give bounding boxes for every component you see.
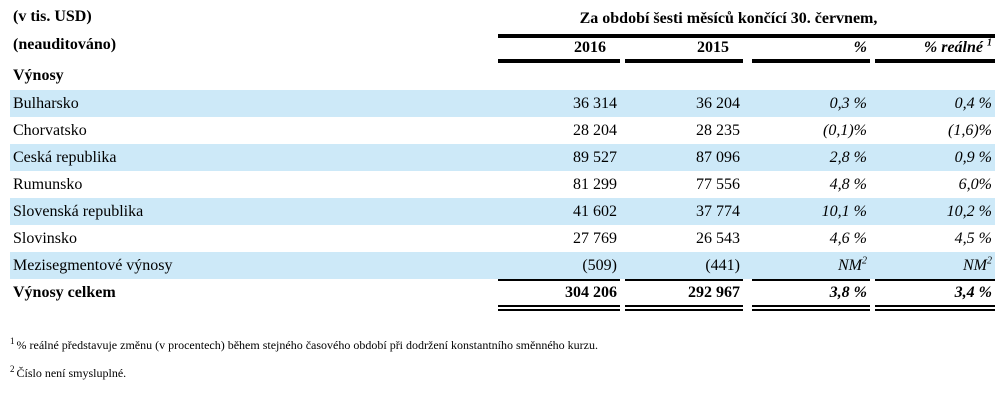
table-row: Rumunsko 81 299 77 556 4,8 % 6,0% xyxy=(10,171,995,198)
table-row: Slovinsko 27 769 26 543 4,6 % 4,5 % xyxy=(10,225,995,252)
row-pct-real-change-value: NM xyxy=(963,257,987,274)
row-pct-change-value: 4,8 % xyxy=(829,176,867,193)
row-value-2016: 41 602 xyxy=(573,203,617,220)
row-pct-real-change: 0,9 % xyxy=(875,144,995,171)
table-row: Ceská republika 89 527 87 096 2,8 % 0,9 … xyxy=(10,144,995,171)
row-value-2016: 27 769 xyxy=(573,230,617,247)
row-value-2016: 28 204 xyxy=(573,122,617,139)
footnote-1-text: % reálné představuje změnu (v procentech… xyxy=(16,338,598,352)
row-value-2015: 36 204 xyxy=(696,95,740,112)
row-label: Chorvatsko xyxy=(13,122,87,139)
row-pct-change: NM2 xyxy=(752,252,870,279)
row-pct-real-change-value: 6,0% xyxy=(958,176,992,193)
footnote-ref-2: 2 xyxy=(987,255,992,267)
row-pct-real-change: 4,5 % xyxy=(875,225,995,252)
row-value-2015: 77 556 xyxy=(696,176,740,193)
footnote-1: 1% reálné představuje změnu (v procentec… xyxy=(10,336,990,353)
section-header-vynosy: Výnosy xyxy=(13,67,64,84)
table-row: Chorvatsko 28 204 28 235 (0,1)% (1,6)% xyxy=(10,117,995,144)
period-header-block: Za období šesti měsíců končící 30. červn… xyxy=(498,6,995,63)
total-value-2016: 304 206 xyxy=(498,279,620,311)
period-header: Za období šesti měsíců končící 30. červn… xyxy=(579,10,878,27)
row-pct-real-change-value: (1,6)% xyxy=(948,122,992,139)
row-value-2015: 26 543 xyxy=(696,230,740,247)
footnote-2-marker: 2 xyxy=(10,364,15,374)
row-pct-change: 0,3 % xyxy=(752,90,870,117)
table-header: (v tis. USD) (neauditováno) Za období še… xyxy=(10,6,995,63)
row-value-2016: 81 299 xyxy=(573,176,617,193)
row-pct-real-change: 6,0% xyxy=(875,171,995,198)
row-label: Ceská republika xyxy=(13,149,117,166)
row-pct-real-change-value: 4,5 % xyxy=(954,230,992,247)
row-pct-real-change: 10,2 % xyxy=(875,198,995,225)
footnote-ref-2: 2 xyxy=(862,255,867,267)
row-pct-change: 4,6 % xyxy=(752,225,870,252)
row-pct-change-value: 2,8 % xyxy=(829,149,867,166)
row-value-2016: 89 527 xyxy=(573,149,617,166)
row-label: Bulharsko xyxy=(13,95,79,112)
table-body: Bulharsko 36 314 36 204 0,3 % 0,4 % Chor… xyxy=(10,90,995,279)
column-header-2016: 2016 xyxy=(498,38,620,63)
column-header-pct: % xyxy=(752,38,870,63)
row-pct-change: 10,1 % xyxy=(752,198,870,225)
row-value-2015: 28 235 xyxy=(696,122,740,139)
row-value-2015: (441) xyxy=(705,257,740,274)
column-headers-row: 2016 2015 % % reálné 1 xyxy=(498,38,995,63)
table-row: Slovenská republika 41 602 37 774 10,1 %… xyxy=(10,198,995,225)
revenue-table: (v tis. USD) (neauditováno) Za období še… xyxy=(10,6,995,311)
footnote-ref-1: 1 xyxy=(987,37,992,49)
column-header-2015: 2015 xyxy=(625,38,743,63)
table-row: Bulharsko 36 314 36 204 0,3 % 0,4 % xyxy=(10,90,995,117)
total-value-2015: 292 967 xyxy=(625,279,743,311)
row-pct-real-change-value: 0,9 % xyxy=(954,149,992,166)
row-pct-change-value: 10,1 % xyxy=(821,203,867,220)
footnote-1-marker: 1 xyxy=(10,336,15,346)
row-label: Slovinsko xyxy=(13,230,78,247)
row-pct-change: 4,8 % xyxy=(752,171,870,198)
row-pct-change: (0,1)% xyxy=(752,117,870,144)
row-value-2016: (509) xyxy=(582,257,617,274)
row-value-2016: 36 314 xyxy=(573,95,617,112)
table-row: Mezisegmentové výnosy (509) (441) NM2 NM… xyxy=(10,252,995,279)
unit-label: (v tis. USD) xyxy=(13,8,92,25)
audit-label: (neauditováno) xyxy=(13,36,117,53)
row-pct-real-change: NM2 xyxy=(875,252,995,279)
row-label: Rumunsko xyxy=(13,176,83,193)
row-label: Slovenská republika xyxy=(13,203,144,220)
row-pct-real-change-value: 0,4 % xyxy=(954,95,992,112)
footnotes: 1% reálné představuje změnu (v procentec… xyxy=(10,336,990,394)
total-row: Výnosy celkem 304 206 292 967 3,8 % 3,4 … xyxy=(10,279,995,311)
row-pct-change-value: (0,1)% xyxy=(823,122,867,139)
row-pct-change-value: 4,6 % xyxy=(829,230,867,247)
row-value-2015: 37 774 xyxy=(696,203,740,220)
row-pct-change-value: NM xyxy=(838,257,862,274)
total-pct-change: 3,8 % xyxy=(752,279,870,311)
row-value-2015: 87 096 xyxy=(696,149,740,166)
row-pct-change-value: 0,3 % xyxy=(829,95,867,112)
column-header-pct-real-label: % reálné xyxy=(923,39,983,56)
column-header-pct-real: % reálné 1 xyxy=(875,38,995,63)
header-top-rule xyxy=(498,34,995,38)
row-pct-real-change-value: 10,2 % xyxy=(946,203,992,220)
row-pct-real-change: 0,4 % xyxy=(875,90,995,117)
footnote-2: 2 Číslo není smysluplné. xyxy=(10,364,990,381)
total-pct-real-change: 3,4 % xyxy=(875,279,995,311)
row-pct-change: 2,8 % xyxy=(752,144,870,171)
row-pct-real-change: (1,6)% xyxy=(875,117,995,144)
total-row-label: Výnosy celkem xyxy=(13,284,116,301)
footnote-2-text: Číslo není smysluplné. xyxy=(16,366,127,380)
row-label: Mezisegmentové výnosy xyxy=(13,257,173,274)
